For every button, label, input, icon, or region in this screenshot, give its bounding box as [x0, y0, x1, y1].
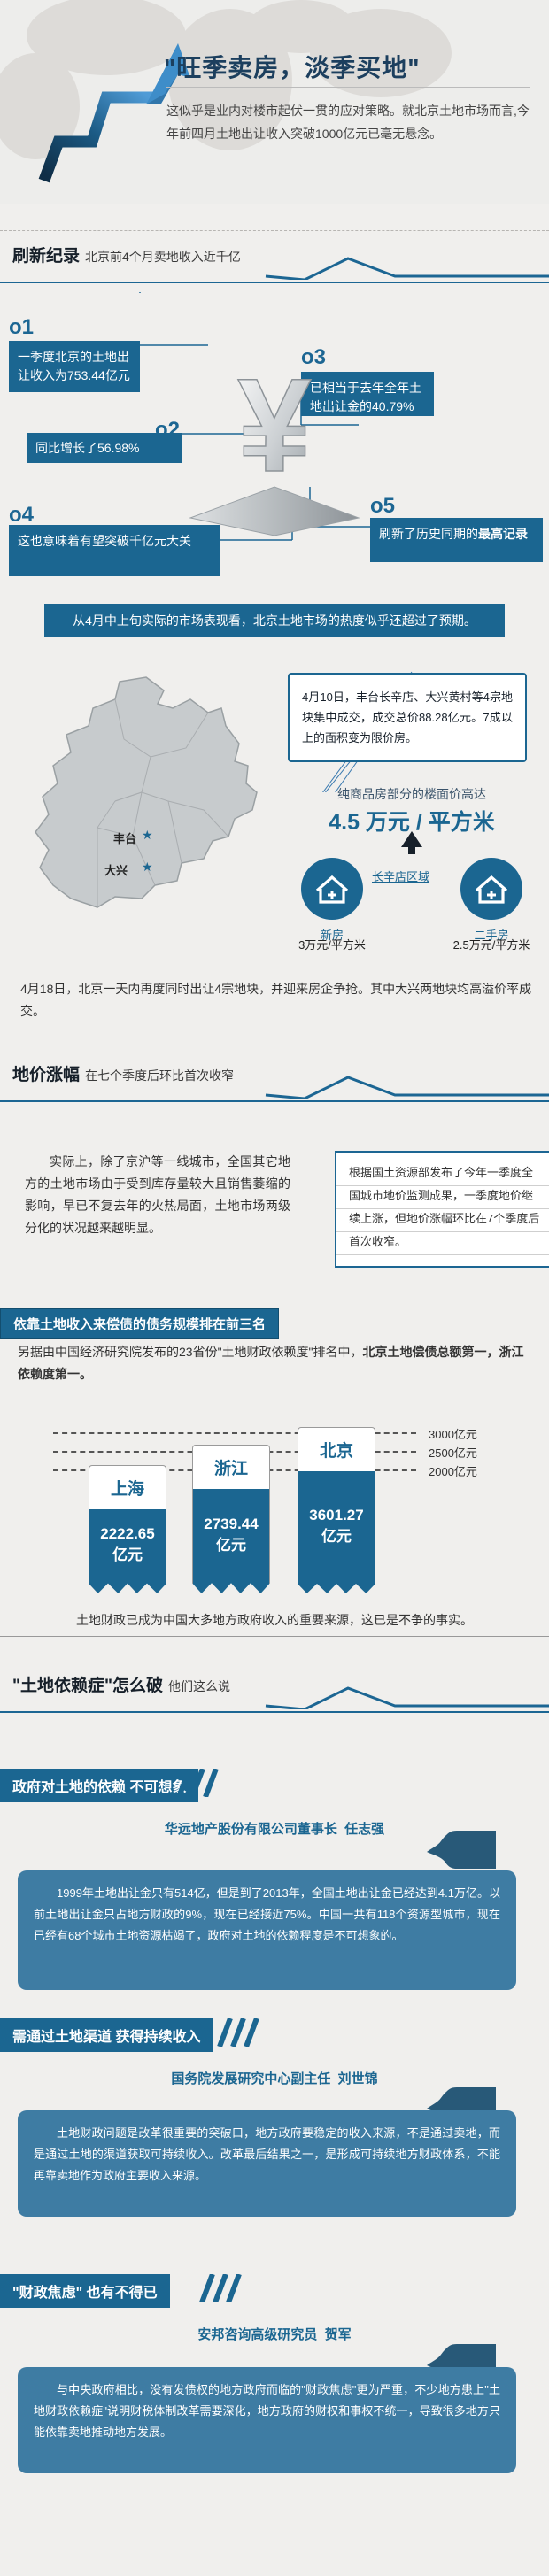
svg-text:¥: ¥ [237, 351, 311, 499]
